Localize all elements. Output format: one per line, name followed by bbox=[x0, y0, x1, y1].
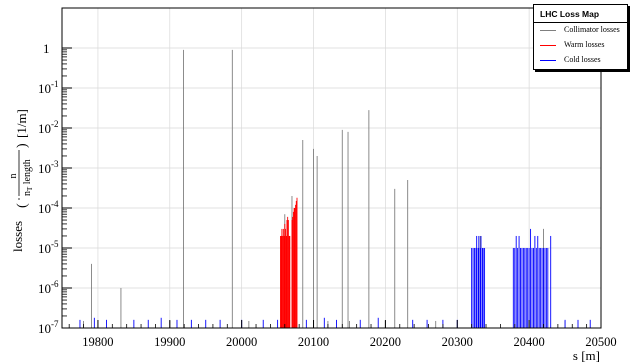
x-tick-label: 20100 bbox=[298, 335, 329, 349]
denominator: nT length bbox=[22, 159, 34, 196]
x-tick-label: 20300 bbox=[442, 335, 473, 349]
legend-entry-cold: Cold losses bbox=[534, 53, 627, 68]
legend-swatch-collimator bbox=[540, 30, 556, 31]
collimator-losses-series bbox=[83, 49, 566, 328]
y-axis-label-fraction: ( n nT length ) [1/m] bbox=[8, 109, 34, 208]
paren-open: ( bbox=[15, 203, 30, 208]
legend-entry-warm: Warm losses bbox=[534, 38, 627, 53]
y-tick-label: 10-7 bbox=[38, 319, 59, 336]
y-tick-label: 10-1 bbox=[38, 79, 59, 96]
x-tick-label: 19900 bbox=[154, 335, 185, 349]
x-tick-label: 20500 bbox=[585, 335, 616, 349]
numerator: n bbox=[8, 174, 19, 179]
y-tick-label: 10-3 bbox=[38, 159, 59, 176]
legend-label-cold: Cold losses bbox=[564, 55, 601, 64]
y-unit: [1/m] bbox=[14, 109, 29, 138]
y-tick-label: 10-6 bbox=[38, 279, 59, 296]
y-axis-ticks: 10-7 10-6 10-5 10-4 10-3 10-2 10-1 1 bbox=[38, 41, 72, 336]
y-axis-label-text: losses bbox=[10, 221, 25, 252]
legend: LHC Loss Map Collimator losses Warm loss… bbox=[533, 4, 628, 70]
x-tick-label: 19800 bbox=[82, 335, 113, 349]
y-tick-label: 1 bbox=[43, 41, 50, 56]
y-tick-label: 10-5 bbox=[38, 239, 59, 256]
legend-swatch-warm bbox=[540, 45, 556, 46]
y-tick-label: 10-2 bbox=[38, 119, 59, 136]
legend-swatch-cold bbox=[540, 60, 556, 61]
y-axis-label: losses ( n nT length ) [1/m] bbox=[8, 109, 34, 252]
y-tick-label: 10-4 bbox=[38, 199, 59, 216]
legend-label-warm: Warm losses bbox=[564, 40, 605, 49]
warm-losses-series bbox=[280, 197, 298, 328]
legend-title: LHC Loss Map bbox=[534, 5, 627, 23]
x-axis-label: s [m] bbox=[573, 348, 600, 363]
paren-close: ) bbox=[15, 143, 30, 148]
x-tick-label: 20400 bbox=[514, 335, 545, 349]
legend-label-collimator: Collimator losses bbox=[564, 25, 620, 34]
legend-entry-collimator: Collimator losses bbox=[534, 23, 627, 38]
x-tick-label: 20200 bbox=[370, 335, 401, 349]
x-axis-ticks: 19800 19900 20000 20100 20200 20300 20400 20500 bbox=[68, 320, 617, 349]
x-tick-label: 20000 bbox=[226, 335, 257, 349]
cold-losses-series bbox=[79, 228, 591, 328]
